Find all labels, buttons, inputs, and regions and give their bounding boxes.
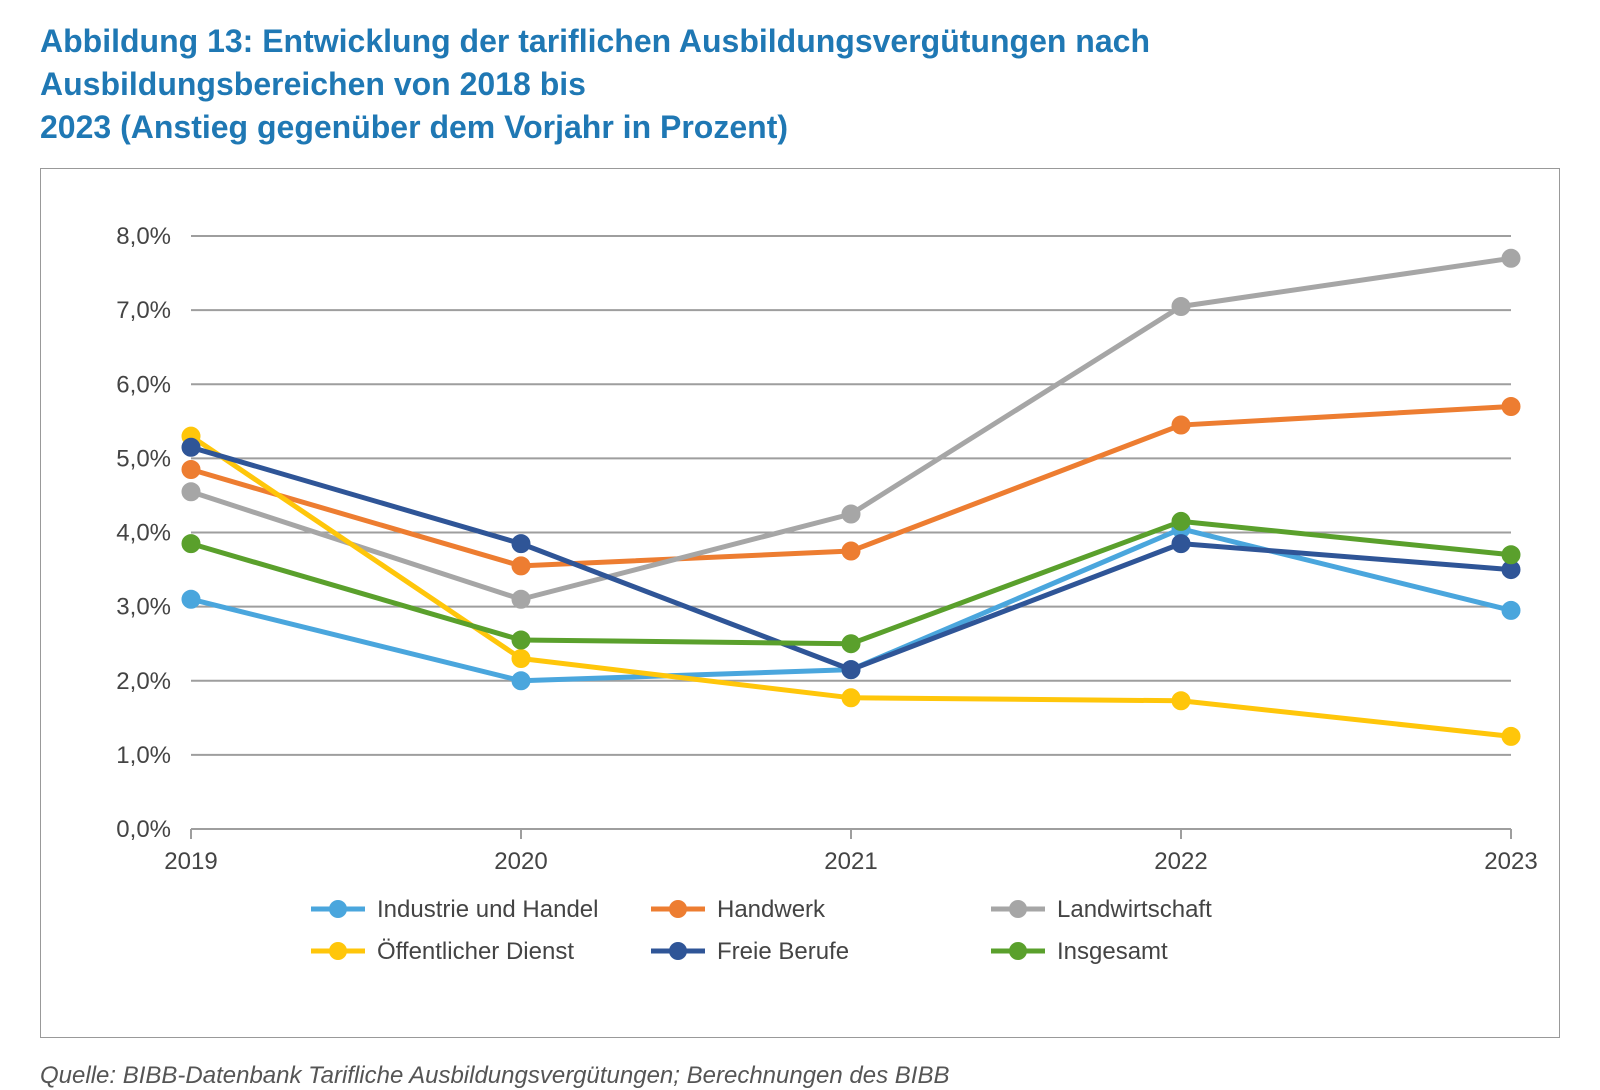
series-marker — [512, 671, 530, 689]
series-marker — [1502, 397, 1520, 415]
series-marker — [1502, 601, 1520, 619]
y-tick-label: 4,0% — [116, 519, 171, 546]
series-marker — [512, 556, 530, 574]
chart-box: 0,0% 1,0% 2,0% 3,0% 4,0% 5,0% 6,0% 7,0% 8,0% 2019… — [40, 168, 1560, 1038]
series-marker — [1172, 512, 1190, 530]
legend-label: Öffentlicher Dienst — [377, 938, 574, 965]
series-marker — [182, 482, 200, 500]
y-tick-label: 3,0% — [116, 593, 171, 620]
y-tick-label: 0,0% — [116, 816, 171, 843]
chart-title: Abbildung 13: Entwicklung der tarifliche… — [40, 20, 1560, 150]
series-marker — [182, 438, 200, 456]
series-marker — [1172, 534, 1190, 552]
legend-swatch-marker — [1009, 942, 1027, 960]
series-marker — [842, 660, 860, 678]
series-marker — [1172, 416, 1190, 434]
series-marker — [182, 534, 200, 552]
series-marker — [512, 590, 530, 608]
legend-swatch-marker — [669, 900, 687, 918]
series-marker — [842, 505, 860, 523]
series-marker — [182, 590, 200, 608]
legend-label: Freie Berufe — [717, 938, 849, 965]
legend-swatch-marker — [669, 942, 687, 960]
series-marker — [842, 688, 860, 706]
y-tick-label: 1,0% — [116, 741, 171, 768]
page: Abbildung 13: Entwicklung der tarifliche… — [0, 0, 1600, 1090]
legend-swatch-marker — [329, 942, 347, 960]
source-note: Quelle: BIBB-Datenbank Tarifliche Ausbil… — [40, 1062, 1560, 1090]
legend-swatch-marker — [329, 900, 347, 918]
x-tick-label: 2022 — [1154, 848, 1207, 875]
legend-label: Handwerk — [717, 896, 826, 923]
series-marker — [182, 460, 200, 478]
series-marker — [1502, 545, 1520, 563]
legend-label: Landwirtschaft — [1057, 896, 1212, 923]
y-tick-label: 2,0% — [116, 667, 171, 694]
series-marker — [1502, 249, 1520, 267]
series-marker — [842, 542, 860, 560]
legend-label: Industrie und Handel — [377, 896, 598, 923]
line-chart: 0,0% 1,0% 2,0% 3,0% 4,0% 5,0% 6,0% 7,0% 8,0% 2019… — [41, 169, 1561, 1039]
x-tick-label: 2021 — [824, 848, 877, 875]
y-tick-label: 7,0% — [116, 297, 171, 324]
series-line — [191, 521, 1511, 643]
series-marker — [512, 631, 530, 649]
series-marker — [842, 634, 860, 652]
series-marker — [512, 649, 530, 667]
y-tick-label: 5,0% — [116, 445, 171, 472]
x-tick-label: 2020 — [494, 848, 547, 875]
series-marker — [1502, 727, 1520, 745]
series-marker — [1172, 691, 1190, 709]
series-marker — [512, 534, 530, 552]
y-tick-label: 8,0% — [116, 223, 171, 250]
series-marker — [1172, 297, 1190, 315]
legend-swatch-marker — [1009, 900, 1027, 918]
legend-label: Insgesamt — [1057, 938, 1168, 965]
y-tick-label: 6,0% — [116, 371, 171, 398]
x-tick-label: 2023 — [1484, 848, 1537, 875]
x-tick-label: 2019 — [164, 848, 217, 875]
